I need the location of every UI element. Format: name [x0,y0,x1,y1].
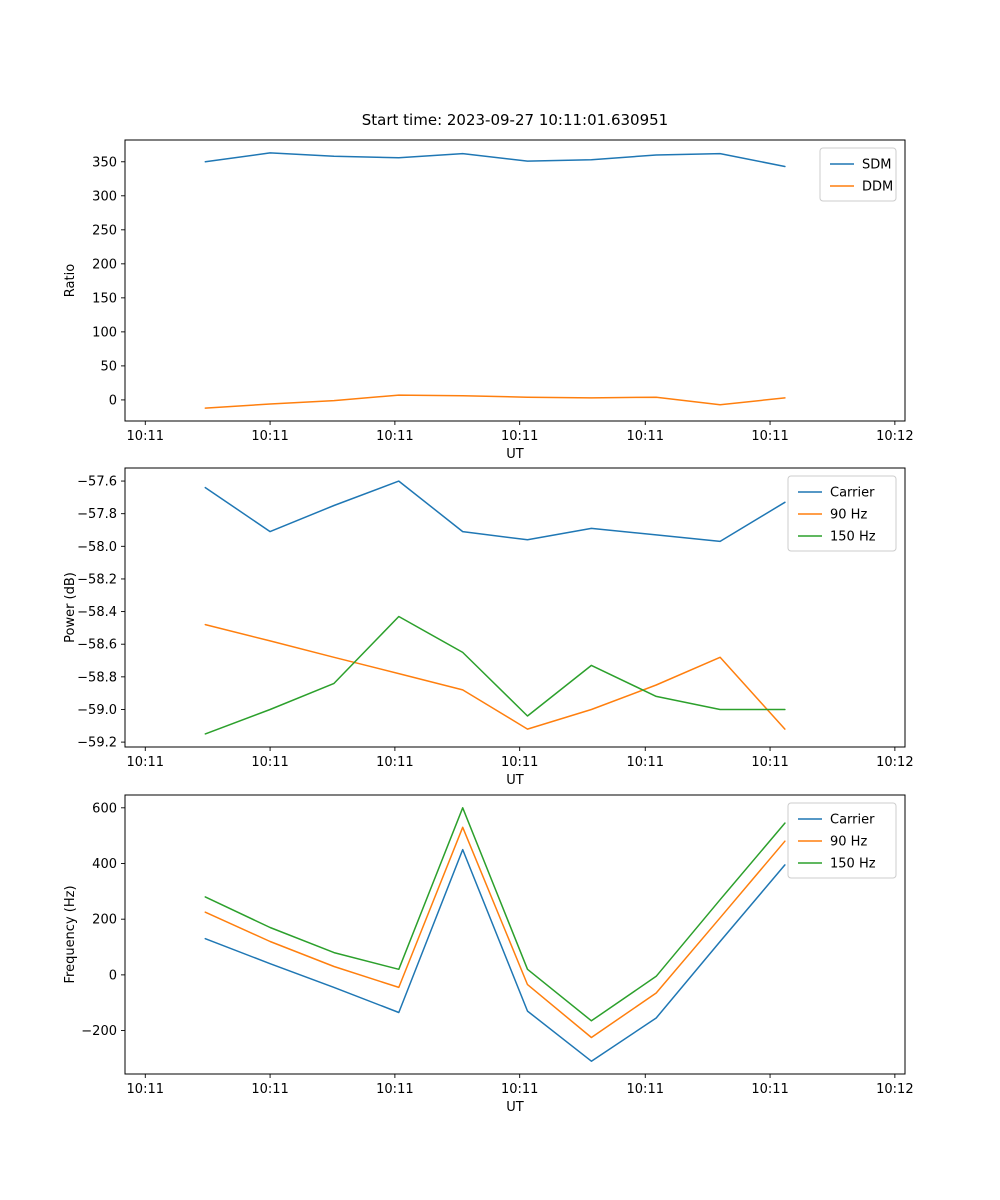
legend-label: DDM [862,180,893,195]
legend-label: 150 Hz [830,530,876,545]
legend-box [787,802,897,879]
y-tick-label: −58.0 [77,540,117,555]
x-axis-label: UT [506,447,524,462]
y-tick-label: −200 [81,1024,117,1039]
y-axis-label: Power (dB) [63,572,78,643]
chart-title: Start time: 2023-09-27 10:11:01.630951 [361,111,669,129]
x-tick-label: 10:11 [376,429,413,444]
y-tick-label: 200 [92,257,117,272]
x-tick-label: 10:11 [627,755,664,770]
y-tick-label: −58.6 [77,638,117,653]
x-tick-label: 10:12 [876,755,913,770]
x-tick-label: 10:11 [251,755,288,770]
x-tick-label: 10:11 [627,429,664,444]
x-tick-label: 10:11 [251,429,288,444]
x-tick-label: 10:11 [376,1082,413,1097]
axes-frame [124,467,906,748]
legend-label: 90 Hz [830,835,867,850]
x-tick-label: 10:11 [751,1082,788,1097]
legend-label: Carrier [830,813,875,828]
y-tick-label: −57.6 [77,475,117,490]
x-tick-label: 10:11 [501,755,538,770]
series-line-90-hz [204,623,786,730]
legend-label: 150 Hz [830,857,876,872]
y-tick-label: 400 [92,857,117,872]
axes-frame [124,139,906,422]
series-line-ddm [204,394,786,409]
y-tick-label: 600 [92,801,117,816]
y-tick-label: 150 [92,291,117,306]
y-tick-label: 300 [92,189,117,204]
x-tick-label: 10:11 [501,429,538,444]
axes-frame [124,794,906,1075]
y-tick-label: 0 [109,393,117,408]
x-tick-label: 10:11 [627,1082,664,1097]
y-tick-label: −58.4 [77,605,117,620]
legend-label: 90 Hz [830,508,867,523]
x-tick-label: 10:12 [876,1082,913,1097]
y-tick-label: −59.2 [77,736,117,751]
y-tick-label: −59.0 [77,703,117,718]
x-tick-label: 10:11 [251,1082,288,1097]
y-tick-label: −58.8 [77,670,117,685]
x-tick-label: 10:11 [751,755,788,770]
y-axis-label: Ratio [63,264,78,297]
legend-box [787,475,897,552]
x-tick-label: 10:11 [501,1082,538,1097]
legend-label: SDM [862,158,891,173]
series-line-150-hz [204,807,786,1022]
subplot-0: 0 50 100 150 200 250 300 350 10:11 10:11 10:11 10:1… [63,139,914,462]
y-tick-label: 350 [92,155,117,170]
series-line-90-hz [204,826,786,1039]
y-tick-label: 100 [92,325,117,340]
x-tick-label: 10:12 [876,429,913,444]
legend-label: Carrier [830,486,875,501]
y-tick-label: −58.2 [77,572,117,587]
x-tick-label: 10:11 [127,429,164,444]
x-tick-label: 10:11 [751,429,788,444]
series-line-carrier [204,480,786,543]
x-tick-label: 10:11 [127,1082,164,1097]
y-tick-label: 250 [92,223,117,238]
x-axis-label: UT [506,773,524,788]
x-tick-label: 10:11 [127,755,164,770]
y-tick-label: 200 [92,913,117,928]
legend-box [819,147,897,202]
series-line-carrier [204,848,786,1062]
x-tick-label: 10:11 [376,755,413,770]
y-axis-label: Frequency (Hz) [63,885,78,983]
x-axis-label: UT [506,1100,524,1115]
subplot-2: −200 0 200 400 600 10:11 10:11 10:11 10:11 10:11 1… [63,794,914,1115]
series-line-150-hz [204,615,786,735]
series-line-sdm [204,152,786,168]
y-tick-label: 50 [100,359,117,374]
y-tick-label: 0 [109,968,117,983]
y-tick-label: −57.8 [77,507,117,522]
subplot-1: −59.2 −59.0 −58.8 −58.6 −58.4 −58.2 −58.0 −57.8… [63,467,914,788]
